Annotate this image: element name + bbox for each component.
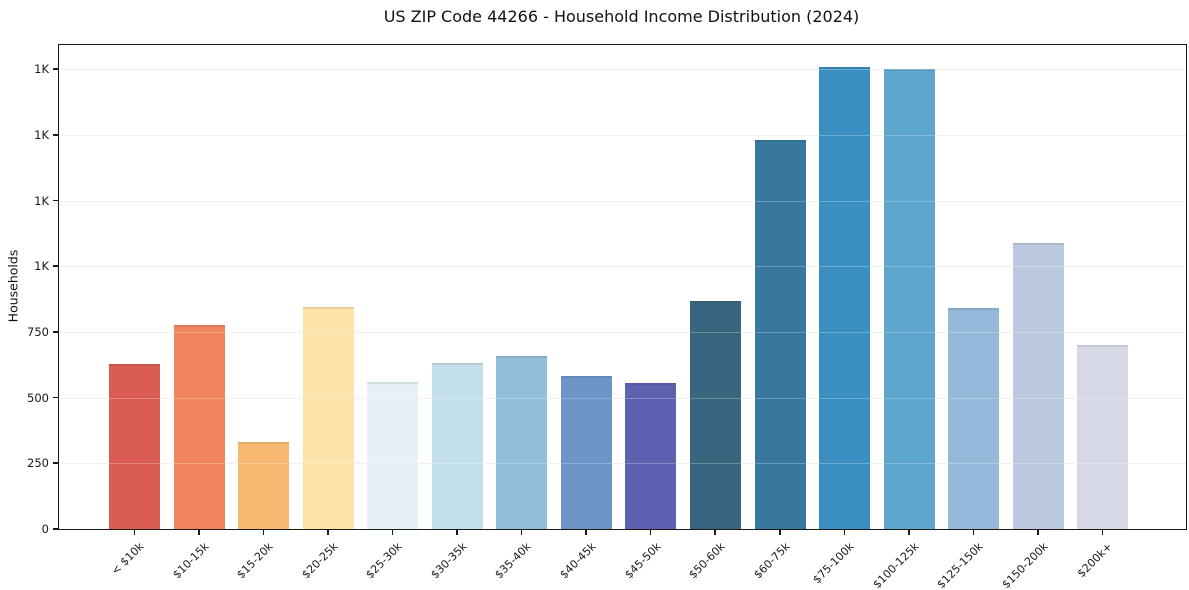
- y-tick-label: 1K: [34, 62, 49, 77]
- chart-title: US ZIP Code 44266 - Household Income Dis…: [383, 7, 860, 26]
- gridline: [59, 397, 1186, 399]
- gridline-overlay: [59, 332, 1186, 334]
- x-tick-label-text: < $10k: [109, 540, 147, 578]
- x-tick-mark: [1037, 530, 1039, 535]
- bar-200k: [1077, 345, 1129, 529]
- bar-25-30k: [367, 381, 419, 529]
- y-tick-label: 1K: [34, 259, 49, 274]
- y-tick-label: 0: [41, 522, 49, 536]
- gridline: [59, 266, 1186, 268]
- gridline-overlay: [59, 397, 1186, 399]
- y-tick-mark: [53, 265, 58, 267]
- x-tick-mark: [649, 530, 652, 535]
- y-tick-mark: [53, 199, 58, 202]
- gridline: [59, 332, 1186, 334]
- gridline-overlay: [59, 200, 1186, 202]
- x-tick-mark: [198, 530, 200, 535]
- y-tick-label: 1K: [34, 193, 49, 208]
- bar-30-35k: [431, 362, 483, 529]
- x-tick-label-text: $150-200k: [999, 540, 1051, 590]
- x-tick-label-text: $40-45k: [557, 540, 599, 582]
- gridline: [59, 463, 1186, 465]
- x-tick-mark: [585, 530, 587, 535]
- gridline-overlay: [59, 135, 1186, 137]
- x-tick-mark: [133, 530, 135, 535]
- y-tick-label: 1K: [34, 128, 49, 143]
- gridline-overlay: [59, 266, 1186, 268]
- x-tick-mark: [262, 530, 265, 535]
- x-tick-label-text: $75-100k: [810, 540, 857, 587]
- y-tick-label: 750: [27, 325, 49, 340]
- y-tick-mark: [53, 134, 58, 136]
- x-tick-mark: [843, 530, 846, 535]
- x-tick-label-text: $200k+: [1074, 540, 1115, 581]
- gridline: [59, 200, 1186, 202]
- bar-60-75k: [754, 140, 806, 529]
- x-tick-mark: [456, 530, 458, 535]
- x-tick-label-text: $100-125k: [870, 540, 922, 590]
- bar-10-15k: [173, 325, 225, 529]
- bar-45-50k: [625, 383, 677, 529]
- x-tick-label-text: $35-40k: [492, 540, 534, 582]
- x-tick-mark: [908, 530, 910, 535]
- bar-75-100k: [819, 66, 871, 529]
- x-tick-label-text: $45-50k: [621, 540, 664, 582]
- bar-10k: [109, 363, 160, 529]
- y-tick-mark: [53, 462, 58, 464]
- x-tick-label-text: $20-25k: [299, 540, 341, 582]
- y-tick-label: 500: [27, 390, 49, 405]
- y-tick-mark: [53, 68, 58, 70]
- x-tick-mark: [714, 530, 716, 535]
- x-tick-mark: [972, 530, 975, 535]
- x-tick-label-text: $25-30k: [363, 540, 405, 582]
- x-tick-label-text: $10-15k: [169, 540, 212, 582]
- y-tick-label: 250: [27, 456, 49, 471]
- x-tick-label-text: $15-20k: [234, 540, 276, 582]
- bar-150-200k: [1012, 242, 1064, 529]
- gridline: [59, 135, 1186, 137]
- bar-40-45k: [560, 376, 612, 529]
- x-tick-mark: [391, 530, 394, 535]
- y-tick-mark: [53, 331, 58, 333]
- x-tick-mark: [779, 530, 781, 535]
- bar-20-25k: [302, 306, 354, 529]
- bar-125-150k: [948, 308, 1000, 529]
- plot-area: [58, 44, 1187, 530]
- x-tick-label-text: $50-60k: [686, 540, 728, 582]
- bar-15-20k: [238, 441, 290, 529]
- x-tick-label-text: $125-150k: [934, 540, 986, 590]
- gridline: [59, 69, 1186, 71]
- y-tick-mark: [53, 396, 58, 399]
- x-tick-mark: [1101, 530, 1104, 535]
- bar-35-40k: [496, 355, 548, 529]
- y-tick-mark: [53, 528, 58, 530]
- gridline-overlay: [59, 69, 1186, 71]
- x-tick-label-text: $60-75k: [750, 540, 793, 582]
- bar-100-125k: [883, 69, 935, 529]
- x-tick-mark: [520, 530, 523, 535]
- x-tick-label-text: $30-35k: [428, 540, 470, 582]
- gridline-overlay: [59, 463, 1186, 465]
- bar-50-60k: [689, 300, 741, 529]
- x-tick-mark: [327, 530, 329, 535]
